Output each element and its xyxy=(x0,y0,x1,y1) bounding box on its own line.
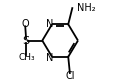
Text: CH₃: CH₃ xyxy=(18,53,35,62)
Text: NH₂: NH₂ xyxy=(77,3,95,13)
Text: N: N xyxy=(46,53,54,63)
Text: Cl: Cl xyxy=(66,71,75,81)
Text: O: O xyxy=(21,19,29,29)
Text: S: S xyxy=(22,36,30,46)
Text: N: N xyxy=(46,19,54,29)
